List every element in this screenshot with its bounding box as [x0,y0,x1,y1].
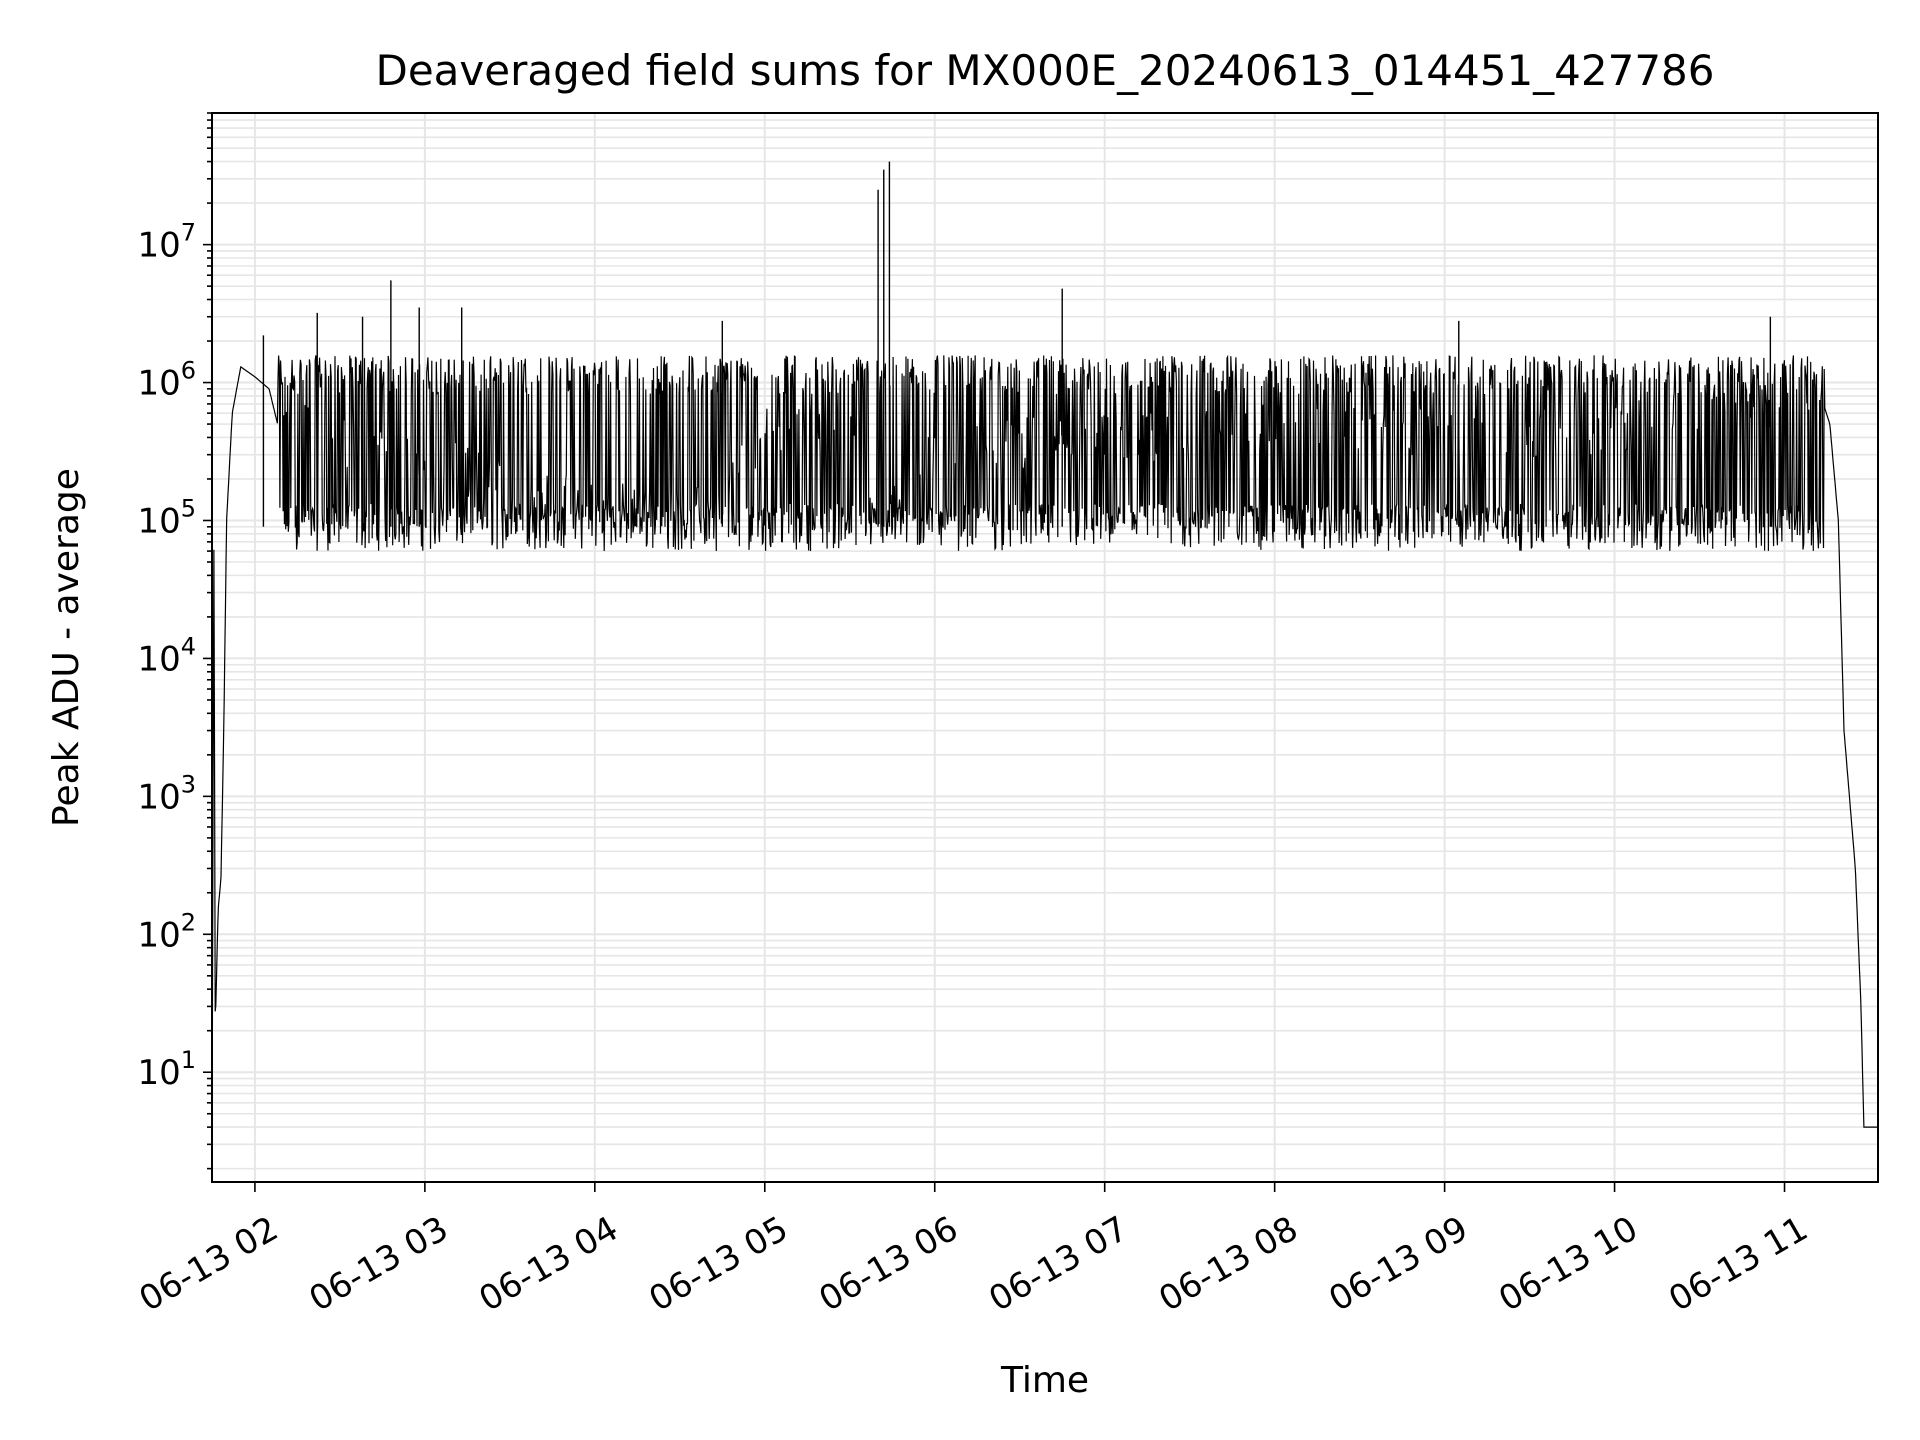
y-tick-label: 104 [137,632,196,679]
x-axis-label: Time [1000,1360,1089,1401]
y-axis-ticks: 101 102 103 104 105 106 107 [137,219,196,1094]
y-tick-label: 103 [137,770,196,817]
y-axis-label: Peak ADU - average [46,468,87,827]
series-line-group [211,161,1878,1183]
y-tick-label: 105 [137,494,196,541]
y-tick-label: 101 [137,1046,196,1093]
y-tick-label: 106 [137,357,196,404]
chart-title: Deaveraged field sums for MX000E_2024061… [376,46,1715,95]
y-tick-label: 107 [137,219,196,266]
series-line [211,354,1878,1183]
plot-frame [211,112,1879,1183]
y-tick-label: 102 [137,908,196,955]
